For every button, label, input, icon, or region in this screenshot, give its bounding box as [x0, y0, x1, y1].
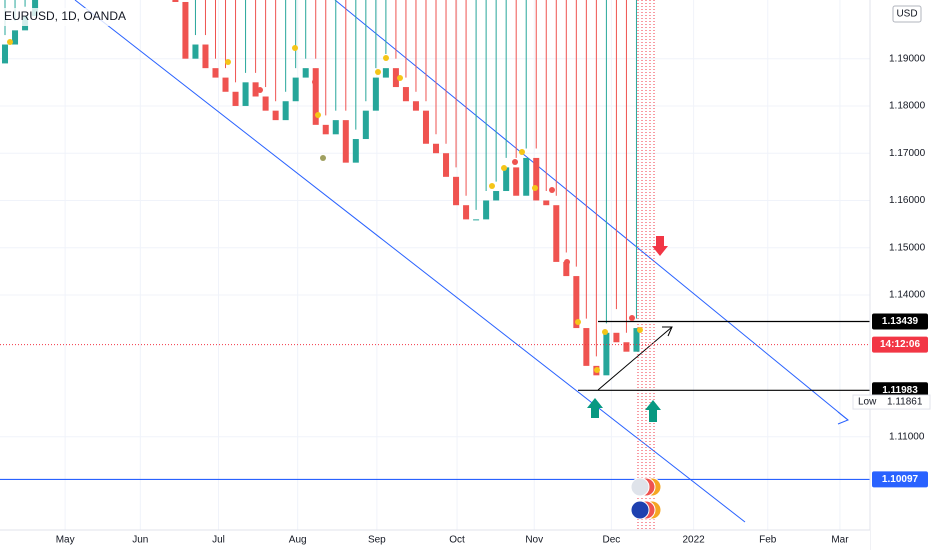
candle-body	[172, 0, 179, 2]
candle-body	[232, 91, 239, 106]
candle-body	[252, 82, 259, 97]
event-icons[interactable]	[630, 477, 662, 520]
candle-body	[523, 157, 530, 196]
candle-body	[2, 44, 9, 64]
symbol-title: EURUSD, 1D, OANDA	[4, 9, 126, 23]
x-tick-label: Jul	[212, 535, 225, 546]
y-tick-label: 1.17000	[889, 148, 926, 159]
candle-body	[443, 153, 450, 177]
x-tick-label: May	[56, 535, 75, 546]
low-value: 1.11861	[887, 397, 923, 408]
signal-dots	[7, 39, 643, 373]
candle-body	[553, 205, 560, 262]
candle-body	[463, 205, 470, 220]
candle-body	[583, 328, 590, 366]
candle-body	[192, 44, 199, 59]
x-tick-label: Nov	[525, 535, 543, 546]
levels	[0, 320, 870, 481]
candle-body	[563, 261, 570, 277]
x-tick-label: Sep	[368, 535, 386, 546]
y-tick-label: 1.18000	[889, 101, 926, 112]
level-label: 1.10097	[882, 474, 919, 485]
candle-body	[453, 176, 460, 206]
buy-arrow	[587, 398, 603, 418]
candle-body	[282, 101, 289, 121]
candle-body	[533, 157, 540, 201]
candle-body	[603, 332, 610, 376]
triangle-arrowhead	[662, 326, 673, 337]
channel-arrowhead	[837, 411, 849, 425]
candle-body	[182, 1, 189, 59]
candle-body	[402, 87, 409, 102]
candle-body	[12, 30, 19, 45]
x-tick-label: Dec	[603, 535, 621, 546]
level-label-box	[872, 471, 928, 488]
triangle-line	[597, 326, 673, 391]
candle-body	[503, 167, 510, 192]
candle-body	[202, 44, 209, 69]
candle-body	[222, 77, 229, 92]
level-label: 1.11983	[882, 385, 918, 396]
candle-body	[432, 143, 440, 154]
candle-body	[473, 219, 480, 221]
candle-body	[422, 110, 429, 144]
candle-body	[493, 191, 500, 201]
candle-body	[623, 342, 630, 352]
y-tick-label: 1.15000	[889, 242, 926, 253]
candle-body	[312, 68, 319, 125]
sell-arrow	[652, 236, 668, 256]
candle-body	[382, 68, 389, 78]
candle-body	[573, 276, 580, 329]
x-tick-label: Jun	[132, 535, 148, 546]
channel-lower	[74, 0, 746, 523]
x-tick-label: Mar	[831, 535, 849, 546]
candle-body	[633, 328, 640, 352]
y-tick-label: 1.14000	[889, 290, 926, 301]
candle-body	[242, 82, 249, 106]
candle-body	[412, 101, 419, 111]
channel-upper	[334, 0, 849, 421]
current-price-countdown: 14:12:06	[880, 339, 920, 350]
candle-body	[322, 124, 329, 135]
currency[interactable]: USD	[896, 9, 917, 20]
axis-labels: 1.19000 1.18000 1.17000 1.16000 1.15000 1.140…	[56, 53, 931, 546]
candle-body	[272, 110, 279, 121]
vertical-dotted-lines	[637, 0, 655, 530]
candle-body	[483, 200, 490, 220]
x-tick-label: Aug	[289, 535, 307, 546]
symbol-backdrop	[0, 8, 118, 26]
x-tick-label: Feb	[759, 535, 777, 546]
x-tick-label: 2022	[682, 535, 705, 546]
level-label-box	[872, 313, 928, 330]
candle-body	[332, 120, 339, 135]
level-label-box	[872, 382, 928, 399]
candle-body	[342, 120, 349, 163]
candle-body	[302, 68, 309, 78]
candle-body	[392, 68, 399, 88]
price-axis	[870, 0, 932, 550]
current-price-box	[872, 336, 928, 353]
low-name: Low	[858, 397, 877, 408]
y-tick-label: 1.19000	[889, 53, 926, 64]
candle-body	[262, 96, 269, 111]
y-tick-label: 1.11000	[889, 431, 925, 442]
currency-box[interactable]	[892, 5, 922, 23]
time-axis	[0, 530, 870, 550]
candle-body	[613, 332, 620, 343]
level-label: 1.13439	[882, 316, 919, 327]
candle-body	[292, 77, 299, 102]
candle-body	[513, 167, 520, 196]
candles	[2, 0, 640, 376]
candle-body	[543, 200, 550, 206]
candle-body	[362, 110, 369, 140]
candle-body	[372, 77, 379, 111]
low-box	[852, 394, 931, 410]
candle-body	[352, 139, 359, 163]
buy-arrow	[645, 400, 661, 422]
x-tick-label: Oct	[449, 535, 465, 546]
y-tick-label: 1.16000	[889, 195, 926, 206]
candle-body	[212, 68, 219, 78]
